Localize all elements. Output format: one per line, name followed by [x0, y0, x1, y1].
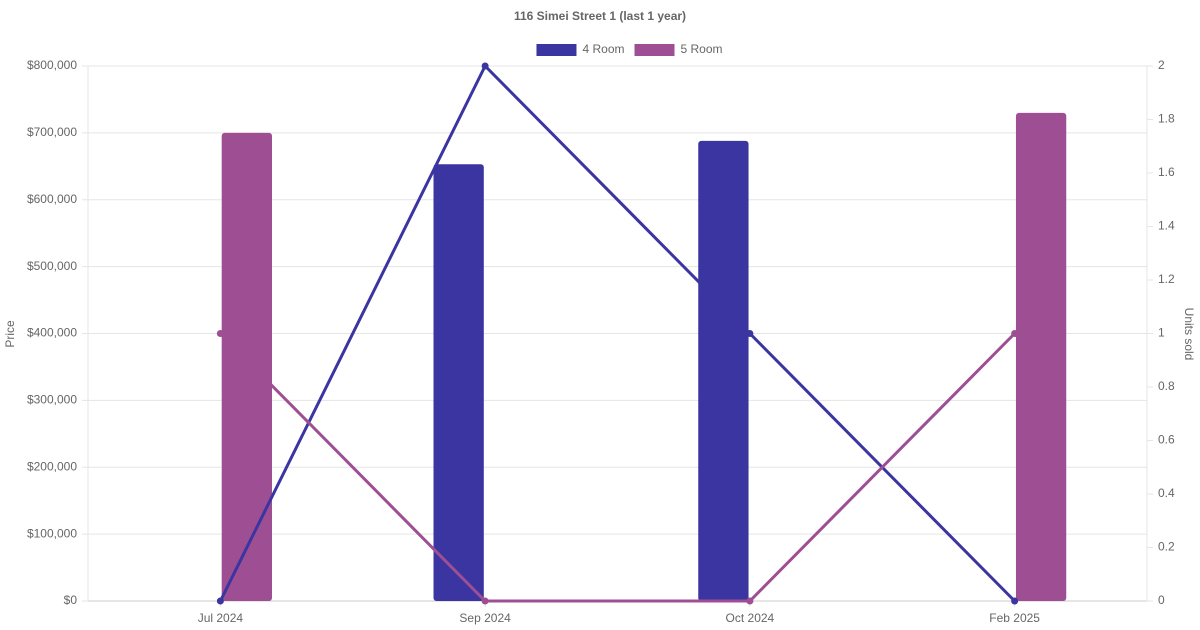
x-tick-label: Sep 2024 — [459, 611, 511, 625]
legend-swatch[interactable] — [634, 44, 675, 56]
y2-tick-label: 1.2 — [1158, 272, 1175, 286]
y-tick-label: $200,000 — [27, 459, 77, 473]
y-tick-label: $600,000 — [27, 192, 77, 206]
bar — [221, 132, 273, 601]
y2-tick-label: 0.2 — [1158, 540, 1175, 554]
point — [481, 597, 489, 605]
y-axis-title: Price — [3, 320, 17, 348]
x-tick-label: Jul 2024 — [198, 611, 244, 625]
y-tick-label: $100,000 — [27, 526, 77, 540]
y2-tick-label: 2 — [1158, 58, 1165, 72]
legend-label[interactable]: 5 Room — [681, 42, 723, 56]
y-tick-label: $400,000 — [27, 326, 77, 340]
y-tick-label: $500,000 — [27, 259, 77, 273]
y2-tick-label: 1.6 — [1158, 165, 1175, 179]
point — [746, 597, 754, 605]
point — [746, 330, 754, 337]
y2-tick-label: 0.4 — [1158, 486, 1175, 500]
chart-title: 116 Simei Street 1 (last 1 year) — [514, 9, 686, 23]
y2-tick-label: 0.8 — [1158, 379, 1175, 393]
y2-tick-label: 1.8 — [1158, 112, 1175, 126]
y-tick-label: $700,000 — [27, 125, 77, 139]
point — [481, 62, 489, 70]
point — [216, 330, 224, 337]
bar — [698, 140, 749, 601]
y2-tick-label: 1 — [1158, 326, 1165, 340]
bar — [433, 164, 484, 601]
legend-label[interactable]: 4 Room — [582, 42, 624, 56]
y2-tick-label: 0.6 — [1158, 433, 1175, 447]
bar — [1015, 112, 1067, 601]
y-tick-label: $0 — [64, 593, 78, 607]
line — [219, 332, 1016, 603]
x-tick-label: Feb 2025 — [989, 611, 1040, 625]
y2-tick-label: 1.4 — [1158, 219, 1175, 233]
point — [1011, 597, 1019, 605]
y2-axis-title: Units sold — [1182, 308, 1196, 361]
y-tick-label: $800,000 — [27, 58, 77, 72]
point — [1011, 330, 1019, 337]
legend-swatch[interactable] — [536, 44, 577, 56]
x-tick-label: Oct 2024 — [726, 611, 775, 625]
y-tick-label: $300,000 — [27, 393, 77, 407]
point — [216, 597, 224, 605]
y2-tick-label: 0 — [1158, 593, 1165, 607]
